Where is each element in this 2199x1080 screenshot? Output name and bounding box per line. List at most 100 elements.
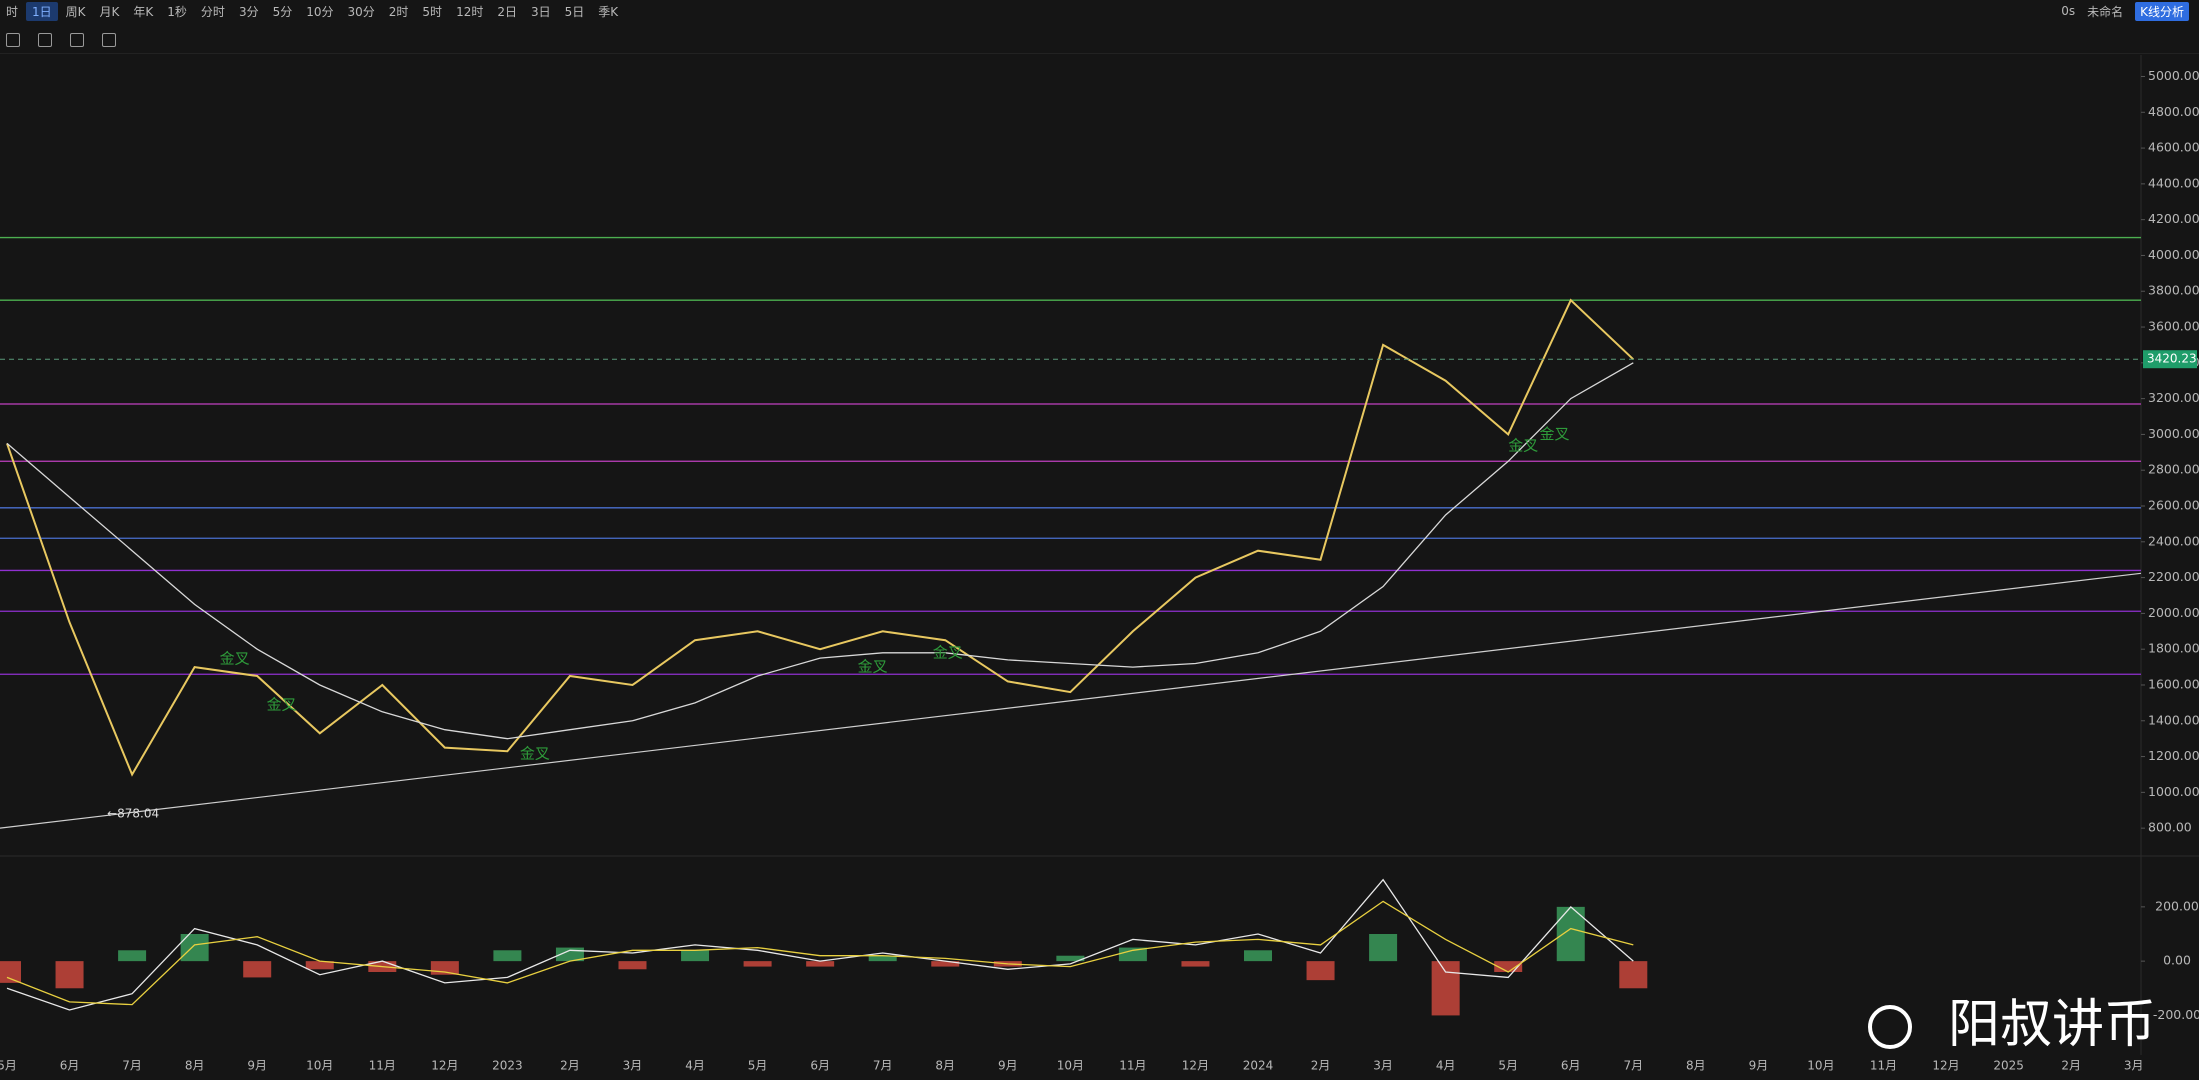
y-tick-label: 1400.00: [2148, 712, 2199, 727]
tool-icon[interactable]: [102, 32, 116, 47]
signal-label: 金叉: [267, 696, 297, 714]
period-button[interactable]: 2时: [388, 4, 409, 19]
y-tick-label: 1200.00: [2148, 748, 2199, 763]
tool-icon[interactable]: [70, 32, 84, 47]
macd-line: [6, 900, 1634, 1006]
period-button[interactable]: 5时: [422, 4, 443, 19]
low-label: ←878.04: [107, 807, 159, 821]
last-price-box: [2143, 350, 2197, 369]
y-tick-label: 200.00: [2155, 898, 2199, 913]
watermark-icon: [1868, 1005, 1912, 1049]
x-tick-label: 3月: [623, 1059, 643, 1073]
x-tick-label: 5月: [748, 1059, 768, 1073]
y-tick-label: 4600.00: [2148, 140, 2199, 155]
x-tick-label: 8月: [935, 1059, 955, 1073]
watermark: 阳叔讲币: [1948, 995, 2156, 1055]
x-tick-label: 6月: [810, 1059, 830, 1073]
x-tick-label: 2月: [2061, 1059, 2081, 1073]
macd-bar: [618, 961, 647, 970]
y-tick-label: 0.00: [2163, 953, 2191, 968]
x-tick-label: 11月: [369, 1059, 396, 1073]
tool-icon[interactable]: [38, 32, 52, 47]
period-button[interactable]: 分时: [200, 4, 225, 19]
x-tick-label: 6月: [1561, 1059, 1581, 1073]
y-tick-label: 1800.00: [2148, 641, 2199, 656]
period-button[interactable]: 1日: [26, 1, 58, 21]
macd-bar: [931, 961, 960, 967]
tool-icon[interactable]: [6, 32, 20, 47]
macd-bar: [1494, 961, 1523, 972]
signal-label: 金叉: [858, 658, 888, 676]
x-tick-label: 12月: [1932, 1059, 1959, 1073]
macd-bar: [1619, 961, 1648, 989]
macd-bar: [1181, 961, 1210, 967]
x-tick-label: 12月: [1182, 1059, 1209, 1073]
macd-bar: [118, 950, 147, 962]
y-tick-label: 2000.00: [2148, 605, 2199, 620]
period-button[interactable]: 2日: [497, 4, 517, 19]
x-tick-label: 6月: [60, 1059, 80, 1073]
toolbar-item[interactable]: 0s: [2061, 4, 2076, 18]
x-tick-label: 4月: [685, 1059, 705, 1073]
macd-bar: [430, 961, 459, 975]
y-tick-label: 1000.00: [2148, 784, 2199, 799]
price-line: [6, 362, 1634, 740]
x-tick-label: 10月: [306, 1059, 333, 1073]
macd-bar: [681, 950, 710, 962]
period-button[interactable]: 30分: [347, 4, 375, 19]
period-button[interactable]: 3日: [530, 4, 551, 19]
period-button[interactable]: 周K: [65, 4, 86, 19]
macd-bar: [1306, 961, 1335, 981]
macd-bar: [806, 961, 835, 967]
period-button[interactable]: 5分: [272, 4, 293, 19]
period-button[interactable]: 时: [6, 4, 19, 19]
signal-label: 金叉: [1539, 425, 1569, 443]
period-button[interactable]: 3分: [238, 4, 259, 19]
x-tick-label: 4月: [1436, 1059, 1456, 1073]
macd-bar: [1556, 906, 1585, 962]
toolbar-item[interactable]: K线分析: [2135, 1, 2189, 21]
x-tick-label: 9月: [247, 1059, 267, 1073]
x-tick-label: 12月: [431, 1059, 458, 1073]
macd-bar: [305, 961, 334, 970]
y-tick-label: 3800.00: [2148, 283, 2199, 298]
x-tick-label: 3月: [2124, 1059, 2144, 1073]
x-tick-label: 8月: [1686, 1059, 1706, 1073]
y-tick-label: 4400.00: [2148, 175, 2199, 190]
signal-label: 金叉: [933, 644, 963, 662]
signal-label: 金叉: [520, 745, 550, 763]
macd-bar: [1431, 961, 1460, 1016]
macd-bar: [493, 950, 522, 962]
x-tick-label: 5月: [1498, 1059, 1518, 1073]
period-button[interactable]: 季K: [598, 4, 619, 19]
x-tick-label: 9月: [1749, 1059, 1769, 1073]
period-button[interactable]: 5日: [564, 4, 585, 19]
x-tick-label: 3月: [1373, 1059, 1393, 1073]
period-bar: 时 1日 周K 月K 年K 1秒 分时 3分 5分 10分 30分 2时 5时 12时 2日 3日 5日 季K: [0, 0, 2199, 22]
x-tick-label: 9月: [998, 1059, 1018, 1073]
trendline: [0, 572, 2142, 829]
macd-bar: [243, 961, 272, 978]
y-tick-label: -200.00: [2153, 1007, 2199, 1022]
period-button[interactable]: 月K: [99, 4, 120, 19]
y-tick-label: 4800.00: [2148, 104, 2199, 119]
x-tick-label: 5月: [0, 1059, 17, 1073]
y-tick-label: 3600.00: [2148, 319, 2199, 334]
period-button[interactable]: 12时: [456, 4, 484, 19]
y-tick-label: 4000.00: [2148, 247, 2199, 262]
x-tick-label: 2023: [492, 1059, 523, 1073]
y-tick-label: 2600.00: [2148, 498, 2199, 513]
y-tick-label: 800.00: [2148, 820, 2192, 835]
period-button[interactable]: 1秒: [167, 4, 187, 19]
x-tick-label: 2024: [1243, 1059, 1274, 1073]
x-tick-label: 7月: [122, 1059, 142, 1073]
price-line: [6, 298, 1634, 777]
period-button[interactable]: 10分: [306, 4, 334, 19]
macd-bar: [0, 961, 21, 983]
period-button[interactable]: 年K: [133, 4, 154, 19]
toolbar-item[interactable]: 未命名: [2087, 4, 2124, 19]
y-tick-label: 4200.00: [2148, 211, 2199, 226]
x-tick-label: 8月: [185, 1059, 205, 1073]
